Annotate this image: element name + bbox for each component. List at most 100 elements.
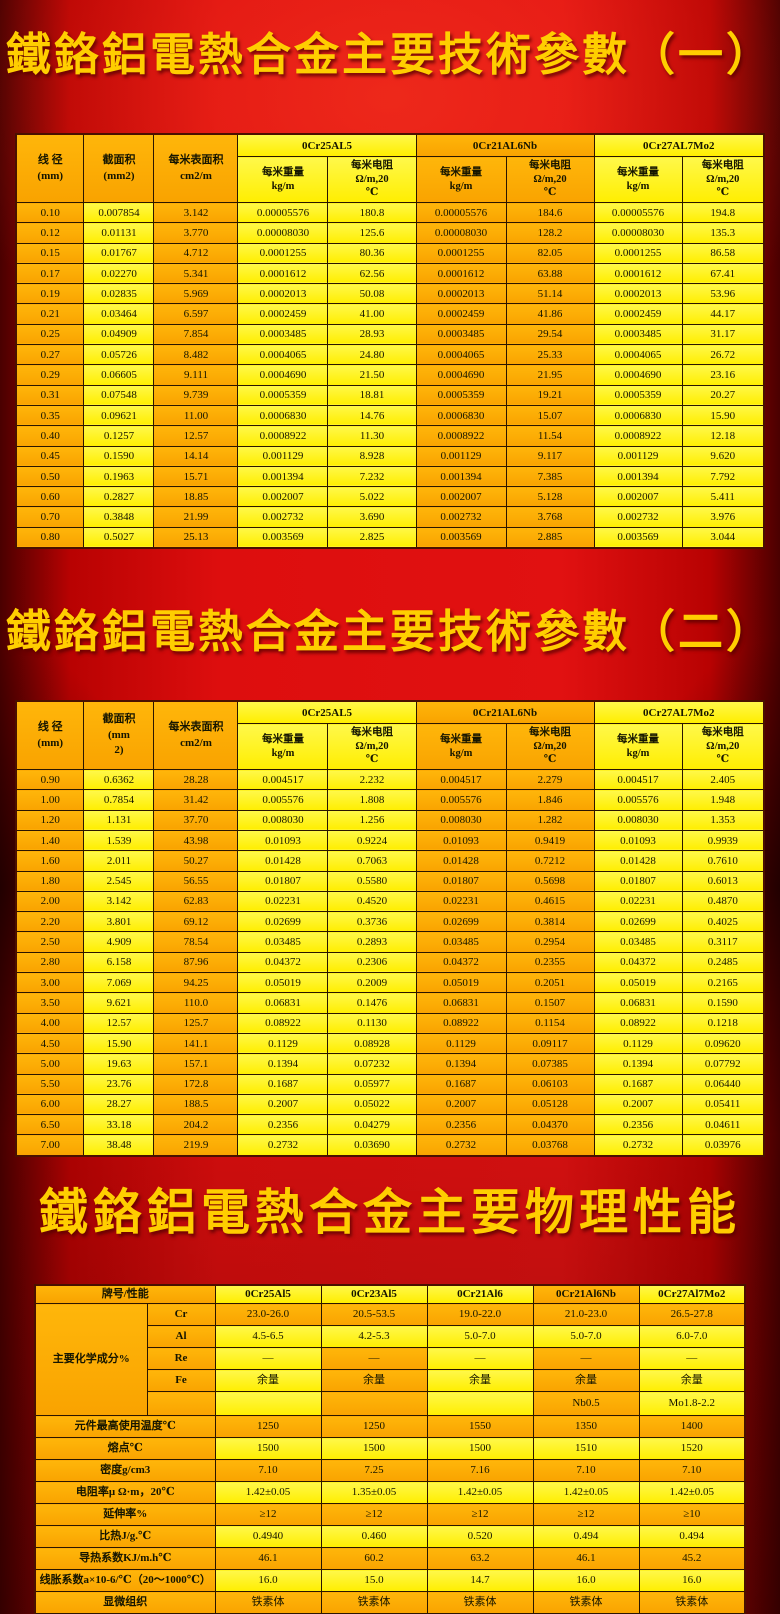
t1-data-cell: 0.0003485 (237, 323, 329, 346)
t2-data-cell: 0.02231 (237, 890, 329, 913)
t2-data-row: 5.00 19.63 157.1 0.1394 0.07232 0.1394 0.07385… (15, 1053, 765, 1075)
t2-data-cell: 0.2732 (237, 1134, 329, 1157)
t2-surface-area-header: 每米表面积 cm2/m (153, 700, 239, 771)
t2-data-cell: 0.1394 (415, 1053, 507, 1075)
t2-data-cell: 141.1 (153, 1032, 239, 1055)
t1-data-cell: 0.0001255 (593, 242, 683, 264)
t2-data-cell: 0.04372 (415, 951, 507, 974)
t1-data-cell: 31.17 (681, 323, 765, 346)
t1-data-cell: 5.022 (327, 486, 417, 508)
t2-data-cell: 0.1590 (681, 992, 765, 1014)
t2-data-cell: 0.004517 (237, 769, 329, 791)
t2-data-cell: 0.7063 (327, 850, 417, 872)
t1-data-row: 0.21 0.03464 6.597 0.0002459 41.00 0.0002459 4… (15, 303, 765, 325)
t3-grade-header: 0Cr21Al6 (426, 1284, 534, 1305)
t3-property-label: 元件最高使用温度℃ (34, 1415, 216, 1439)
t3-property-row: 熔点℃ 1500 1500 1500 1510 1520 (34, 1437, 746, 1461)
t2-data-cell: 0.03976 (681, 1134, 765, 1157)
t2-data-cell: 0.05128 (505, 1093, 595, 1116)
t1-data-cell: 0.001129 (593, 445, 683, 467)
t3-property-cell: 1.42±0.05 (426, 1481, 534, 1505)
t2-data-cell: 0.07792 (681, 1053, 765, 1075)
t2-data-cell: 0.01093 (593, 829, 683, 852)
t3-property-row: 比热J/g.℃ 0.4940 0.460 0.520 0.494 0.494 (34, 1525, 746, 1549)
t3-property-cell: 1.42±0.05 (638, 1481, 746, 1505)
t3-property-cell: 铁素体 (426, 1591, 534, 1614)
t1-data-cell: 0.0002459 (593, 303, 683, 325)
t3-property-label: 线胀系数a×10-6/℃（20～1000℃） (34, 1569, 216, 1593)
t1-data-cell: 41.00 (327, 303, 417, 325)
t2-data-cell: 0.02699 (415, 911, 507, 933)
t1-header-sub-row: 每米重量 kg/m 每米电阻 Ω/m,20 ℃ 每米重量 kg/m 每米电阻 Ω/m,… (16, 156, 765, 203)
t3-property-cell: 0.494 (532, 1525, 640, 1549)
t2-data-cell: 0.03690 (327, 1134, 417, 1157)
t2-data-cell: 0.06440 (681, 1073, 765, 1095)
t2-data-cell: 6.00 (15, 1093, 85, 1116)
t1-data-cell: 0.0005359 (593, 384, 683, 406)
t3-grade-header: 0Cr23Al5 (320, 1284, 428, 1305)
t2-data-cell: 0.01807 (593, 870, 683, 892)
t2-data-cell: 28.28 (153, 769, 239, 791)
t1-data-cell: 80.36 (327, 242, 417, 264)
t2-data-cell: 3.00 (15, 972, 85, 994)
t2-data-cell: 1.256 (327, 809, 417, 831)
t2-data-cell: 0.01428 (415, 850, 507, 872)
t3-property-cell: 14.7 (426, 1569, 534, 1593)
t1-data-cell: 5.411 (681, 486, 765, 508)
t2-data-cell: 1.80 (15, 870, 85, 892)
t3-property-cell: 0.460 (320, 1525, 428, 1549)
t1-data-cell: 20.27 (681, 384, 765, 406)
t2-data-cell: 1.353 (681, 809, 765, 831)
t2-data-cell: 0.9419 (505, 829, 595, 852)
t2-data-cell: 0.008030 (237, 809, 329, 831)
t2-data-cell: 5.50 (15, 1073, 85, 1095)
t2-data-row: 1.60 2.011 50.27 0.01428 0.7063 0.01428 0.7212… (15, 850, 765, 872)
t2-data-cell: 0.09620 (681, 1032, 765, 1055)
t1-data-cell: 21.99 (153, 506, 239, 528)
t3-property-cell: 7.10 (638, 1459, 746, 1483)
t2-data-cell: 0.05411 (681, 1093, 765, 1116)
t1-data-cell: 0.2827 (83, 486, 155, 508)
t2-data-row: 5.50 23.76 172.8 0.1687 0.05977 0.1687 0.06103… (15, 1073, 765, 1095)
t2-data-row: 4.00 12.57 125.7 0.08922 0.1130 0.08922 0.1154… (15, 1012, 765, 1034)
t3-property-cell: 45.2 (638, 1547, 746, 1571)
t1-data-cell: 0.0004690 (593, 364, 683, 386)
t1-data-cell: 0.002007 (415, 486, 507, 508)
t1-data-cell: 0.17 (15, 262, 85, 285)
t1-data-cell: 0.03464 (83, 303, 155, 325)
t1-data-row: 0.50 0.1963 15.71 0.001394 7.232 0.001394 7.38… (15, 465, 765, 488)
t3-property-cell: 46.1 (214, 1547, 322, 1571)
t3-chem-cell: — (638, 1347, 746, 1371)
t3-property-cell: 铁素体 (320, 1591, 428, 1614)
t3-element-label (146, 1391, 216, 1417)
t1-data-cell: 0.001129 (237, 445, 329, 467)
t2-data-cell: 1.60 (15, 850, 85, 872)
t1-data-cell: 7.385 (505, 465, 595, 488)
t1-data-cell: 180.8 (327, 201, 417, 224)
t2-data-cell: 0.6362 (83, 769, 155, 791)
t2-data-cell: 1.282 (505, 809, 595, 831)
t3-property-cell: ≥12 (532, 1503, 640, 1527)
t2-data-cell: 69.12 (153, 911, 239, 933)
t3-chem-cell: — (320, 1347, 428, 1371)
t3-element-label: Re (146, 1347, 216, 1371)
t1-data-row: 0.10 0.007854 3.142 0.00005576 180.8 0.000055… (15, 201, 765, 224)
t2-data-cell: 0.6013 (681, 870, 765, 892)
t2-data-row: 1.80 2.545 56.55 0.01807 0.5580 0.01807 0.5698… (15, 870, 765, 892)
t1-data-cell: 0.0006830 (593, 404, 683, 427)
t1-data-cell: 0.00008030 (593, 222, 683, 244)
t3-property-row: 显微组织 铁素体 铁素体 铁素体 铁素体 铁素体 (34, 1591, 746, 1614)
t3-property-cell: 16.0 (532, 1569, 640, 1593)
t1-data-cell: 0.00005576 (237, 201, 329, 224)
t2-data-cell: 125.7 (153, 1012, 239, 1034)
t3-property-cell: 1.42±0.05 (532, 1481, 640, 1505)
t1-data-cell: 0.002732 (415, 506, 507, 528)
t2-data-cell: 0.06831 (237, 992, 329, 1014)
t1-surface-area-header: 每米表面积 cm2/m (153, 133, 239, 203)
t1-wire-diameter-header: 线 径 (mm) (15, 133, 85, 203)
t2-data-cell: 0.04611 (681, 1114, 765, 1136)
t1-data-row: 0.15 0.01767 4.712 0.0001255 80.36 0.0001255 8… (15, 242, 765, 264)
t2-data-cell: 1.00 (15, 789, 85, 811)
t2-data-cell: 0.06831 (415, 992, 507, 1014)
